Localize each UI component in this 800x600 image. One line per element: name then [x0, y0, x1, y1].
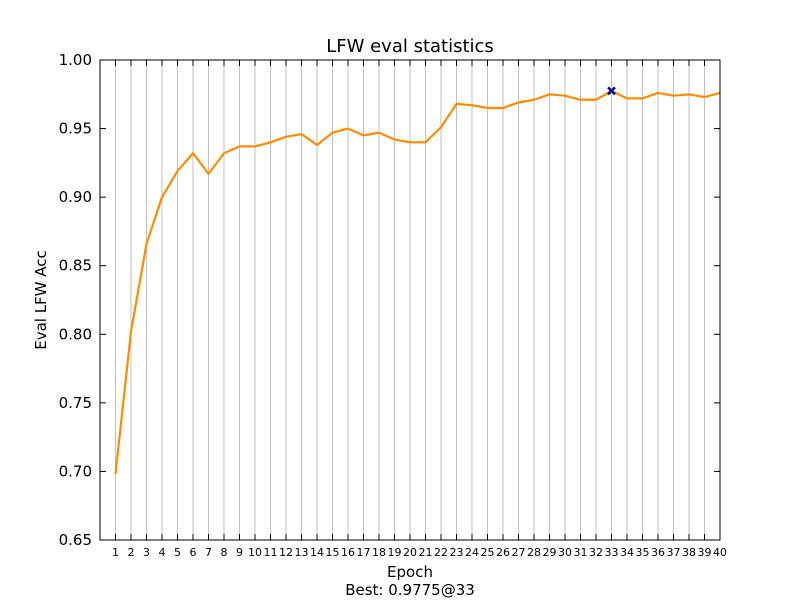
xtick-label: 19 — [388, 546, 402, 559]
xtick-label: 7 — [205, 546, 212, 559]
xtick-label: 30 — [558, 546, 572, 559]
series-line — [114, 89, 721, 475]
ytick-label: 0.95 — [59, 120, 92, 138]
xtick-label: 15 — [326, 546, 340, 559]
xtick-label: 36 — [651, 546, 665, 559]
xtick-label: 24 — [465, 546, 479, 559]
xtick-label: 20 — [403, 546, 417, 559]
ytick-label: 0.75 — [59, 394, 92, 412]
best-annotation: Best: 0.9775@33 — [345, 581, 475, 599]
ytick-label: 0.80 — [59, 325, 92, 343]
xtick-label: 9 — [236, 546, 243, 559]
ytick-label: 0.90 — [59, 188, 92, 206]
ytick-label: 1.00 — [59, 51, 92, 69]
xtick-label: 32 — [589, 546, 603, 559]
best-marker-layer — [607, 86, 616, 96]
xtick-label: 31 — [574, 546, 588, 559]
xtick-label: 11 — [264, 546, 278, 559]
y-axis-label: Eval LFW Acc — [32, 250, 50, 350]
xtick-label: 17 — [357, 546, 371, 559]
ytick-label: 0.65 — [59, 531, 92, 549]
xtick-label: 39 — [698, 546, 712, 559]
xtick-label: 22 — [434, 546, 448, 559]
xtick-label: 23 — [450, 546, 464, 559]
ytick-label: 0.85 — [59, 257, 92, 275]
xtick-label: 33 — [605, 546, 619, 559]
xtick-label: 29 — [543, 546, 557, 559]
xtick-label: 13 — [295, 546, 309, 559]
xtick-label: 6 — [190, 546, 197, 559]
series-layer — [114, 89, 721, 475]
xtick-label: 1 — [112, 546, 119, 559]
xtick-label: 27 — [512, 546, 526, 559]
xtick-label: 5 — [174, 546, 181, 559]
xtick-label: 8 — [221, 546, 228, 559]
xtick-label: 25 — [481, 546, 495, 559]
xtick-label: 35 — [636, 546, 650, 559]
ytick-label: 0.70 — [59, 462, 92, 480]
best-marker — [607, 86, 616, 96]
chart-title: LFW eval statistics — [326, 36, 494, 57]
xtick-label: 40 — [713, 546, 727, 559]
xtick-label: 3 — [143, 546, 150, 559]
xtick-label: 21 — [419, 546, 433, 559]
xtick-label: 38 — [682, 546, 696, 559]
xtick-label: 10 — [248, 546, 262, 559]
x-axis-label: Epoch — [387, 563, 433, 581]
xtick-label: 4 — [159, 546, 166, 559]
xtick-label: 34 — [620, 546, 634, 559]
xtick-label: 12 — [279, 546, 293, 559]
xtick-label: 28 — [527, 546, 541, 559]
grid-layer — [115, 60, 721, 540]
xtick-label: 18 — [372, 546, 386, 559]
xtick-label: 16 — [341, 546, 355, 559]
tick-layer: 0.650.700.750.800.850.900.951.001 2 3 4 5 6 7 8… — [59, 51, 727, 559]
xtick-label: 14 — [310, 546, 324, 559]
xtick-label: 26 — [496, 546, 510, 559]
xtick-label: 37 — [667, 546, 681, 559]
xtick-label: 2 — [128, 546, 135, 559]
